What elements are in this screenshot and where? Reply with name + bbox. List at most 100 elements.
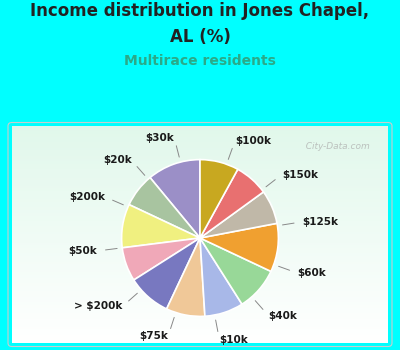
Bar — [12, 281, 388, 284]
Bar — [12, 259, 388, 262]
Bar — [12, 316, 388, 318]
Bar — [12, 126, 388, 129]
Bar — [12, 156, 388, 159]
Bar — [12, 153, 388, 156]
Bar — [12, 142, 388, 145]
Bar — [12, 310, 388, 313]
Wedge shape — [150, 160, 200, 238]
Bar — [12, 131, 388, 134]
Bar — [12, 243, 388, 245]
Bar — [12, 145, 388, 148]
Bar — [12, 335, 388, 337]
Bar — [12, 180, 388, 183]
Bar — [12, 150, 388, 153]
Bar — [12, 337, 388, 340]
Bar — [12, 205, 388, 207]
Text: AL (%): AL (%) — [170, 28, 230, 46]
Bar — [12, 188, 388, 191]
Text: City-Data.com: City-Data.com — [300, 142, 370, 151]
Bar — [12, 308, 388, 310]
Bar — [12, 134, 388, 137]
Bar — [12, 194, 388, 197]
Text: $200k: $200k — [69, 192, 105, 202]
Bar — [12, 207, 388, 210]
Bar — [12, 300, 388, 302]
Bar — [12, 137, 388, 140]
Bar — [12, 278, 388, 281]
Bar — [12, 196, 388, 199]
Bar — [12, 216, 388, 218]
Bar — [12, 318, 388, 321]
Bar — [12, 297, 388, 300]
Bar — [12, 251, 388, 253]
Text: $125k: $125k — [302, 217, 338, 227]
Bar — [12, 240, 388, 243]
Bar — [12, 218, 388, 221]
Text: Multirace residents: Multirace residents — [124, 54, 276, 68]
Text: Income distribution in Jones Chapel,: Income distribution in Jones Chapel, — [30, 2, 370, 20]
Bar — [12, 237, 388, 240]
Bar — [12, 224, 388, 226]
Bar — [12, 148, 388, 150]
Bar — [12, 294, 388, 297]
Bar — [12, 305, 388, 308]
Text: $150k: $150k — [282, 169, 318, 180]
Bar — [12, 177, 388, 180]
Text: $60k: $60k — [297, 268, 326, 278]
Bar — [12, 232, 388, 235]
Bar — [12, 213, 388, 216]
Wedge shape — [200, 238, 271, 304]
Bar — [12, 289, 388, 292]
Bar — [12, 175, 388, 177]
Wedge shape — [200, 192, 277, 238]
Wedge shape — [134, 238, 200, 309]
Bar — [12, 256, 388, 259]
Bar — [12, 329, 388, 332]
Bar — [12, 275, 388, 278]
Bar — [12, 229, 388, 232]
Bar — [12, 183, 388, 186]
Wedge shape — [122, 205, 200, 248]
Bar — [12, 199, 388, 202]
Wedge shape — [200, 238, 242, 316]
Bar — [12, 270, 388, 272]
Wedge shape — [122, 238, 200, 280]
Bar — [12, 327, 388, 329]
Bar — [12, 262, 388, 264]
Wedge shape — [167, 238, 205, 316]
Text: $100k: $100k — [235, 136, 271, 146]
Text: $30k: $30k — [146, 133, 174, 143]
Bar — [12, 164, 388, 167]
Bar — [12, 226, 388, 229]
Bar — [12, 191, 388, 194]
Text: $75k: $75k — [139, 331, 168, 341]
Bar — [12, 221, 388, 224]
Bar — [12, 140, 388, 142]
Text: $20k: $20k — [103, 155, 132, 165]
Bar — [12, 159, 388, 161]
Wedge shape — [200, 169, 264, 238]
Bar — [12, 129, 388, 131]
Bar — [12, 161, 388, 164]
Bar — [12, 210, 388, 213]
Text: > $200k: > $200k — [74, 301, 122, 312]
Bar — [12, 292, 388, 294]
Bar — [12, 284, 388, 286]
Bar — [12, 234, 388, 237]
Bar — [12, 264, 388, 267]
Bar — [12, 267, 388, 270]
Bar — [12, 324, 388, 327]
Bar — [12, 321, 388, 324]
Text: $10k: $10k — [219, 335, 248, 345]
Bar — [12, 167, 388, 169]
Bar — [12, 302, 388, 305]
Bar — [12, 313, 388, 316]
Text: $50k: $50k — [68, 246, 97, 256]
Bar — [12, 340, 388, 343]
Wedge shape — [200, 160, 238, 238]
Wedge shape — [129, 177, 200, 238]
Bar — [12, 286, 388, 289]
Bar — [12, 253, 388, 256]
Wedge shape — [200, 223, 278, 271]
Bar — [12, 245, 388, 248]
